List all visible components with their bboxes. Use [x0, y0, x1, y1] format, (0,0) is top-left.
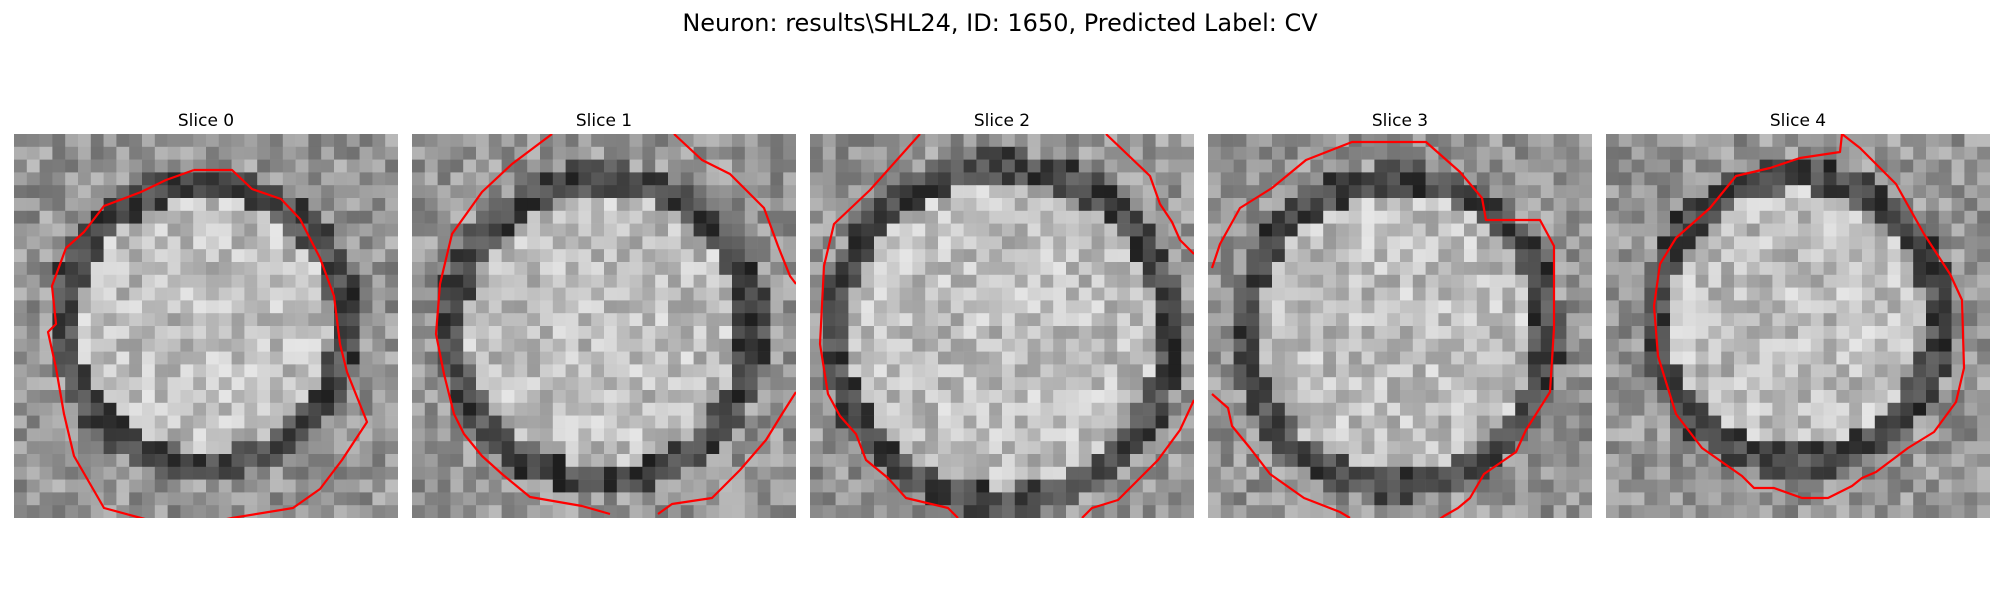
slice-panel-2: Slice 2 [810, 110, 1194, 518]
figure-title: Neuron: results\SHL24, ID: 1650, Predict… [682, 9, 1318, 37]
slice-title: Slice 4 [1769, 111, 1827, 131]
slice-panel-0: Slice 0 [14, 110, 398, 518]
contour-line [46, 168, 369, 518]
slice-panel-3: Slice 3 [1208, 110, 1592, 518]
slice-title: Slice 0 [177, 111, 235, 131]
slice-title: Slice 3 [1371, 111, 1429, 131]
slice-panel-1: Slice 1 [412, 110, 796, 518]
slice-panel-4: Slice 4 [1606, 110, 1990, 518]
slice-image-2 [810, 134, 1194, 518]
contour-line [1211, 393, 1351, 518]
contour-line [673, 134, 796, 285]
slice-image-3 [1208, 134, 1592, 518]
slice-image-4 [1606, 134, 1990, 518]
contour-line [818, 134, 959, 518]
contour-line [434, 134, 611, 516]
slice-image-0 [14, 134, 398, 518]
contour-line [1105, 134, 1194, 255]
slice-title: Slice 1 [575, 111, 633, 131]
contour-line [1652, 134, 1966, 500]
slice-image-1 [412, 134, 796, 518]
slice-title: Slice 2 [973, 111, 1031, 131]
contour-line [1081, 399, 1194, 518]
contour-line [1210, 140, 1556, 518]
contour-line [657, 391, 796, 515]
